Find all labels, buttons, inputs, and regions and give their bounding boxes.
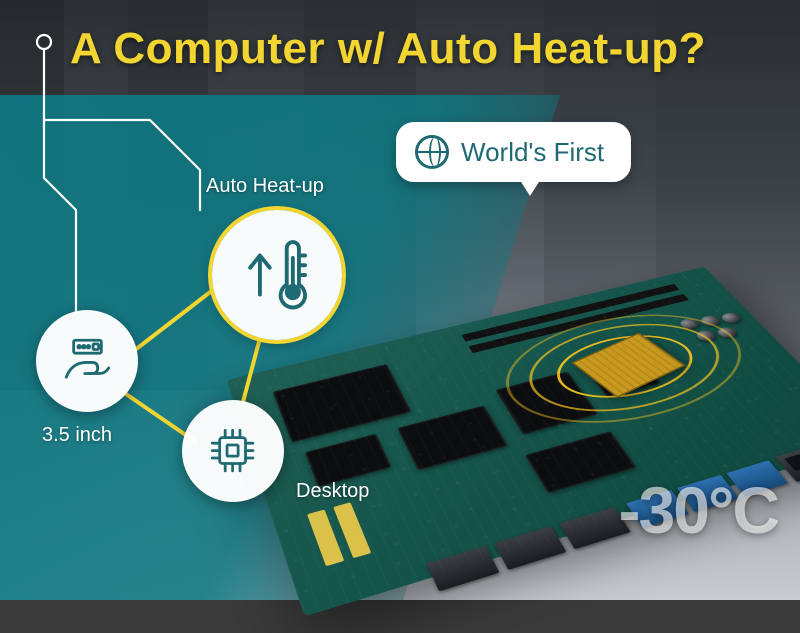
cpu-chip-icon bbox=[203, 421, 262, 480]
worlds-first-badge: World's First bbox=[396, 122, 631, 182]
badge-label: World's First bbox=[461, 137, 604, 168]
hand-device-icon bbox=[57, 331, 116, 390]
feature-desktop-label: Desktop bbox=[296, 480, 369, 503]
globe-icon bbox=[415, 135, 449, 169]
feature-size-bubble bbox=[36, 310, 138, 412]
feature-heat-bubble bbox=[212, 210, 342, 340]
temperature-overlay: -30°C bbox=[619, 472, 778, 548]
feature-size-label: 3.5 inch bbox=[42, 424, 112, 447]
thermometer-up-icon bbox=[238, 236, 316, 314]
feature-desktop-bubble bbox=[182, 400, 284, 502]
headline: A Computer w/ Auto Heat-up? bbox=[70, 24, 780, 74]
feature-heat-label: Auto Heat-up bbox=[206, 175, 324, 198]
